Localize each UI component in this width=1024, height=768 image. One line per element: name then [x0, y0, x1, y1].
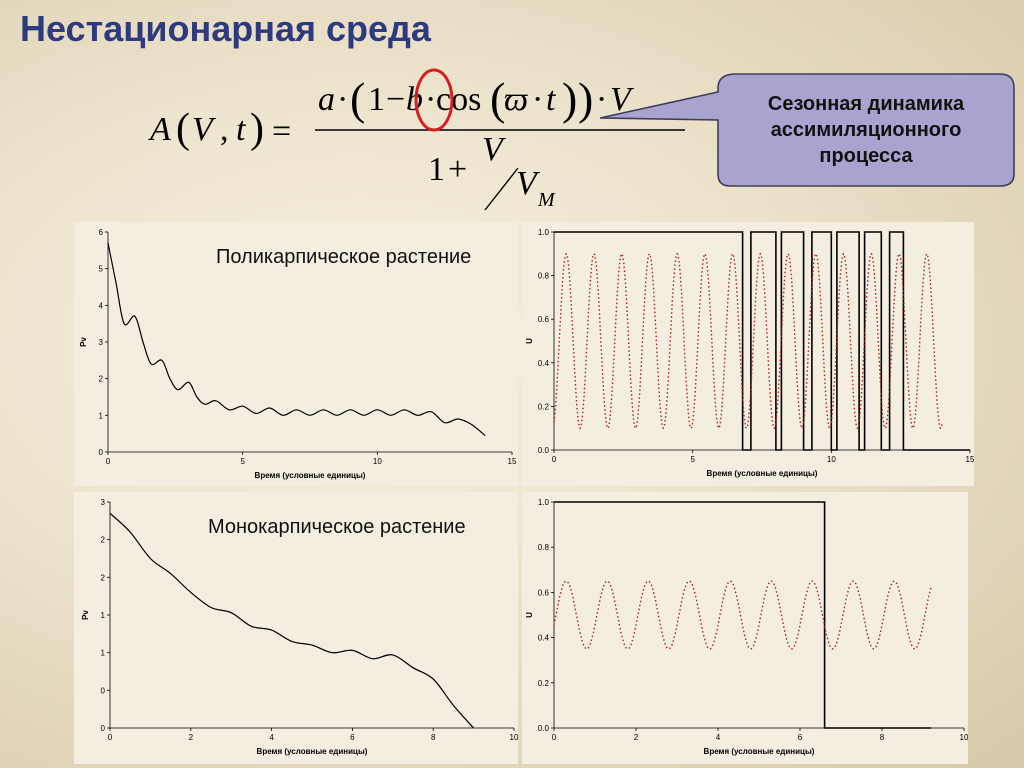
series-line-1	[553, 252, 943, 430]
y-tick-label: 0.4	[538, 359, 550, 368]
highlight-circle	[414, 68, 454, 132]
formula-num-omega: ϖ	[504, 81, 528, 118]
x-tick-label: 15	[508, 457, 517, 466]
formula-num-paren2-open: (	[490, 73, 505, 124]
y-tick-label: 0.4	[538, 634, 550, 643]
x-tick-label: 10	[510, 733, 518, 742]
y-tick-label: 5	[99, 265, 104, 274]
y-axis-title: U	[525, 612, 534, 618]
y-tick-label: 1	[99, 411, 104, 420]
x-tick-label: 10	[960, 733, 968, 742]
y-tick-label: 4	[99, 301, 104, 310]
x-tick-label: 4	[269, 733, 274, 742]
x-tick-label: 10	[827, 455, 836, 464]
formula-lhs-comma: ,	[220, 111, 229, 148]
formula-num-dot4: ·	[596, 81, 607, 118]
y-tick-label: 3	[101, 498, 106, 507]
y-axis-title: U	[525, 338, 534, 344]
x-tick-label: 6	[350, 733, 355, 742]
x-tick-label: 4	[716, 733, 721, 742]
formula-num-minus: −	[386, 81, 405, 118]
chart-u-poly: 0.0 0.2 0.4 0.6 0.8 1.0 0 5 10 15 Время (условные …	[522, 222, 974, 486]
formula-num-paren-open: (	[350, 73, 365, 124]
series-line-0	[107, 242, 486, 436]
x-tick-label: 2	[634, 733, 639, 742]
fraction-slash	[484, 167, 519, 211]
x-tick-label: 8	[880, 733, 885, 742]
series-line-0	[554, 231, 970, 451]
formula-num-paren2-close: )	[562, 73, 577, 124]
x-tick-label: 0	[552, 455, 557, 464]
y-tick-label: 0.0	[538, 446, 550, 455]
y-tick-label: 0.8	[538, 543, 550, 552]
formula: A ( V , t ) = a · ( 1 − b · cos ( ϖ · t …	[148, 68, 685, 211]
formula-lhs-t: t	[236, 111, 247, 148]
formula-lhs-a: A	[148, 111, 171, 148]
formula-den-one: 1	[428, 151, 445, 188]
x-tick-label: 0	[108, 733, 113, 742]
series-line-0	[554, 501, 932, 729]
formula-den-m: M	[537, 189, 556, 211]
callout-text: Сезонная динамика ассимиляционного проце…	[767, 93, 965, 167]
y-tick-label: 0.2	[538, 402, 550, 411]
y-tick-label: 6	[99, 228, 104, 237]
y-tick-label: 2	[101, 573, 106, 582]
y-tick-label: 0	[101, 724, 106, 733]
chart-pv-mono: 0 0 1 1 2 2 3 0 2 4 6 8 10 Время (условные единицы) Pv	[74, 492, 518, 764]
formula-num-a: a	[318, 81, 335, 118]
x-tick-label: 2	[189, 733, 194, 742]
label-monocarpic: Монокарпическое растение	[208, 516, 466, 538]
y-tick-label: 2	[99, 375, 104, 384]
x-tick-label: 15	[966, 455, 974, 464]
formula-num-dot1: ·	[337, 81, 348, 118]
y-tick-label: 0.8	[538, 272, 550, 281]
y-tick-label: 0.0	[538, 724, 550, 733]
series-line-1	[553, 580, 932, 650]
x-axis-title: Время (условные единицы)	[704, 747, 815, 756]
y-axis-title: Pv	[81, 610, 90, 620]
formula-num-one: 1	[368, 81, 385, 118]
x-tick-label: 0	[552, 733, 557, 742]
formula-lhs-paren-close: )	[250, 106, 264, 152]
formula-den-v: V	[482, 131, 507, 168]
formula-num-dot3: ·	[532, 81, 543, 118]
formula-num-dot2: ·	[425, 81, 436, 118]
x-tick-label: 8	[431, 733, 436, 742]
formula-num-b: b	[406, 81, 423, 118]
y-tick-label: 0.2	[538, 679, 550, 688]
y-tick-label: 2	[101, 536, 106, 545]
series-line-0	[109, 512, 475, 729]
x-tick-label: 5	[240, 457, 245, 466]
y-tick-label: 1	[101, 649, 106, 658]
y-tick-label: 3	[99, 338, 104, 347]
formula-num-t: t	[546, 81, 557, 118]
x-axis-title: Время (условные единицы)	[257, 747, 368, 756]
x-axis-title: Время (условные единицы)	[255, 471, 366, 480]
y-tick-label: 0	[101, 686, 106, 695]
chart-u-mono: 0.0 0.2 0.4 0.6 0.8 1.0 0 2 4 6 8 10 Время (условные…	[522, 492, 968, 764]
y-axis-title: Pv	[79, 337, 88, 347]
x-axis-title: Время (условные единицы)	[707, 469, 818, 478]
formula-equals: =	[272, 113, 291, 150]
label-polycarpic: Поликарпическое растение	[216, 246, 472, 268]
formula-num-cos: cos	[436, 81, 481, 118]
x-tick-label: 6	[798, 733, 803, 742]
formula-den-plus: +	[448, 151, 467, 188]
x-tick-label: 5	[690, 455, 695, 464]
formula-num-v: V	[610, 81, 635, 118]
x-tick-label: 0	[106, 457, 111, 466]
y-tick-label: 0.6	[538, 315, 550, 324]
x-tick-label: 10	[373, 457, 382, 466]
slide-title: Нестационарная среда	[20, 8, 431, 49]
chart-pv-poly: 0 1 2 3 4 5 6 0 5 10 15 Время (условные единицы) Pv	[74, 222, 518, 486]
formula-num-paren-close: )	[578, 73, 593, 124]
formula-lhs-v: V	[192, 111, 217, 148]
y-tick-label: 0.6	[538, 588, 550, 597]
y-tick-label: 1.0	[538, 228, 550, 237]
y-tick-label: 1	[101, 611, 106, 620]
y-tick-label: 1.0	[538, 498, 550, 507]
y-tick-label: 0	[99, 448, 104, 457]
formula-lhs-paren-open: (	[176, 106, 190, 152]
